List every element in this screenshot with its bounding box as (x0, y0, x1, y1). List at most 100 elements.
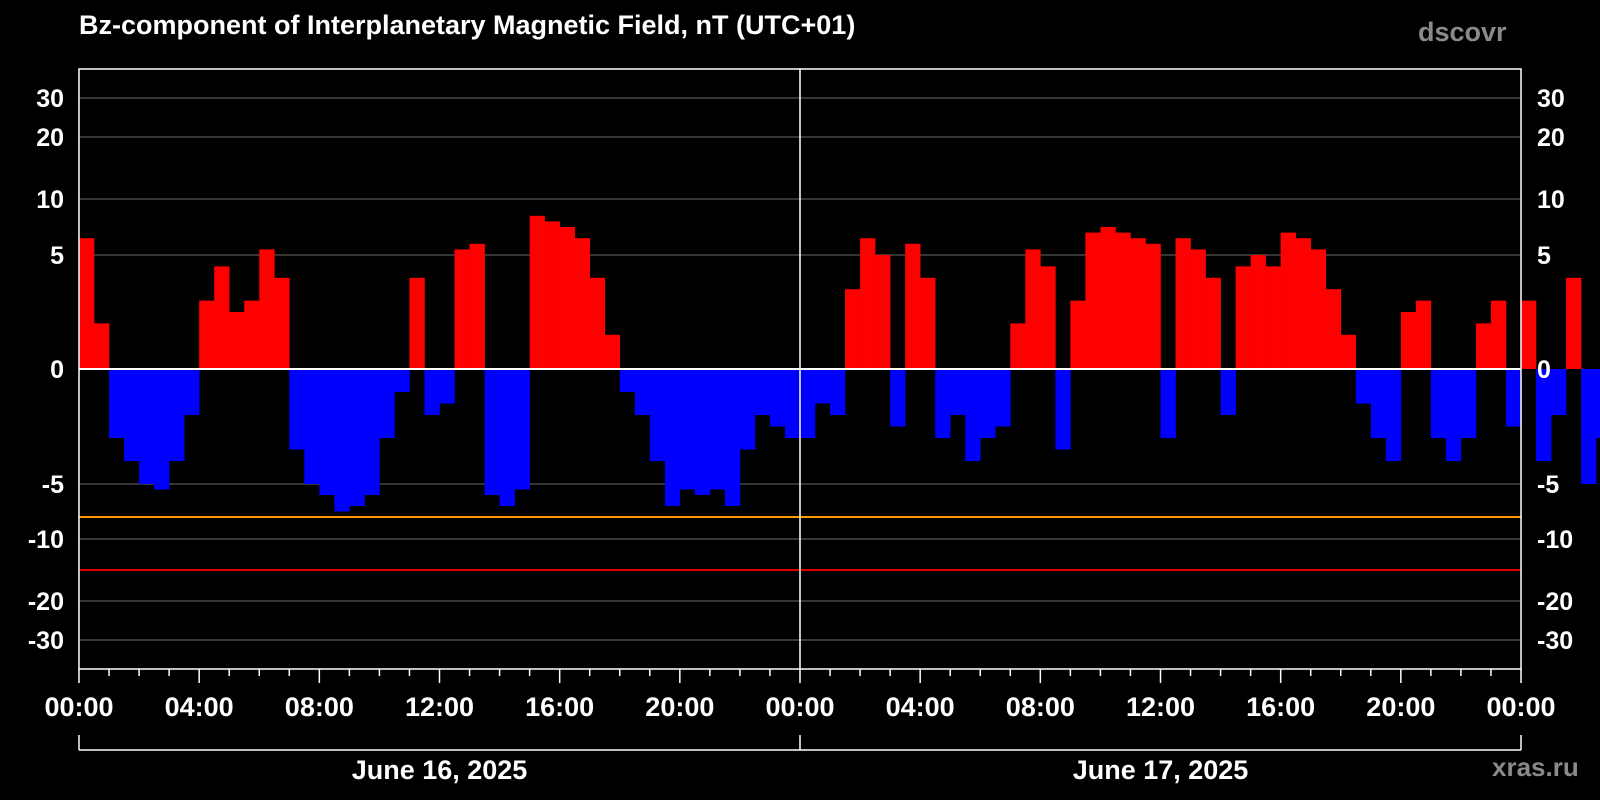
bar-negative (739, 369, 756, 450)
y-tick-label-right: -5 (1537, 471, 1559, 499)
bar-positive (1070, 300, 1086, 369)
bar-negative (965, 369, 981, 461)
x-tick-label: 00:00 (1486, 692, 1555, 722)
bar-negative (724, 369, 741, 506)
bar-negative (679, 369, 696, 490)
y-tick-label-right: -10 (1537, 526, 1573, 554)
x-tick-label: 12:00 (1126, 692, 1195, 722)
bar-negative (1220, 369, 1236, 415)
bar-negative (424, 369, 440, 415)
y-tick-label-left: 5 (50, 242, 64, 270)
bar-positive (1280, 232, 1296, 369)
bar-positive (1025, 249, 1041, 369)
bar-negative (1055, 369, 1071, 450)
bar-negative (364, 369, 380, 495)
bar-negative (694, 369, 711, 495)
bar-positive (469, 243, 485, 369)
bar-negative (1160, 369, 1176, 438)
bar-negative (634, 369, 651, 415)
bar-positive (920, 277, 936, 369)
bar-positive (604, 334, 621, 369)
bar-negative (169, 369, 185, 461)
bar-negative (1430, 369, 1447, 438)
bar-negative (754, 369, 771, 415)
bar-positive (79, 238, 95, 369)
bar-positive (1010, 323, 1026, 369)
bar-positive (574, 238, 591, 369)
bar-positive (589, 277, 606, 369)
y-tick-label-right: -20 (1537, 588, 1573, 616)
bar-positive (409, 277, 425, 369)
bar-negative (349, 369, 365, 506)
bar-positive (454, 249, 470, 369)
bar-negative (439, 369, 455, 404)
bar-positive (860, 238, 876, 369)
bar-negative (1460, 369, 1477, 438)
bar-positive (1325, 289, 1342, 369)
bar-negative (319, 369, 335, 495)
y-tick-label-right: 5 (1537, 242, 1551, 270)
bar-positive (259, 249, 275, 369)
bar-negative (289, 369, 305, 450)
bar-negative (1355, 369, 1372, 404)
bar-positive (214, 266, 230, 369)
x-tick-label: 08:00 (1006, 692, 1075, 722)
x-tick-label: 12:00 (405, 692, 474, 722)
bar-positive (244, 300, 260, 369)
x-tick-label: 20:00 (1366, 692, 1435, 722)
y-tick-label-left: 30 (36, 85, 64, 113)
x-tick-label: 00:00 (44, 692, 113, 722)
bar-positive (1521, 300, 1537, 369)
bar-positive (905, 243, 921, 369)
bar-positive (845, 289, 861, 369)
bar-negative (950, 369, 966, 415)
bar-positive (1115, 232, 1131, 369)
bar-negative (1596, 369, 1600, 438)
bar-positive (1040, 266, 1056, 369)
bar-negative (379, 369, 395, 438)
bar-negative (1551, 369, 1567, 415)
bar-negative (1505, 369, 1522, 427)
y-tick-label-left: -30 (28, 627, 64, 655)
bar-positive (1100, 227, 1116, 369)
source-label: dscovr (1418, 17, 1507, 47)
bar-positive (1175, 238, 1191, 369)
bar-negative (890, 369, 906, 427)
bar-positive (94, 323, 110, 369)
bar-positive (1085, 232, 1101, 369)
bar-negative (1445, 369, 1462, 461)
bar-positive (1295, 238, 1312, 369)
bar-negative (394, 369, 410, 392)
bar-negative (1370, 369, 1387, 438)
bar-positive (1205, 277, 1221, 369)
bar-negative (1385, 369, 1402, 461)
y-tick-label-left: 20 (36, 124, 64, 152)
bar-negative (815, 369, 831, 404)
x-tick-label: 04:00 (886, 692, 955, 722)
bar-negative (709, 369, 726, 490)
credit-label: xras.ru (1492, 752, 1579, 782)
bar-negative (1536, 369, 1552, 461)
bar-negative (995, 369, 1011, 427)
bar-positive (1566, 277, 1582, 369)
y-tick-label-left: -5 (42, 471, 64, 499)
x-tick-label: 04:00 (165, 692, 234, 722)
bar-positive (1265, 266, 1281, 369)
bar-negative (649, 369, 666, 461)
bar-negative (484, 369, 500, 495)
bar-negative (139, 369, 155, 484)
day-label: June 17, 2025 (1073, 755, 1249, 785)
bar-positive (1130, 238, 1146, 369)
bar-negative (1581, 369, 1597, 484)
bar-positive (1475, 323, 1492, 369)
x-tick-label: 16:00 (1246, 692, 1315, 722)
bar-negative (980, 369, 996, 438)
y-tick-label-left: 10 (36, 186, 64, 214)
bar-positive (1400, 312, 1417, 369)
bar-positive (529, 215, 545, 369)
day-label: June 16, 2025 (352, 755, 528, 785)
bar-positive (229, 312, 245, 369)
bar-positive (1340, 334, 1357, 369)
bar-negative (935, 369, 951, 438)
